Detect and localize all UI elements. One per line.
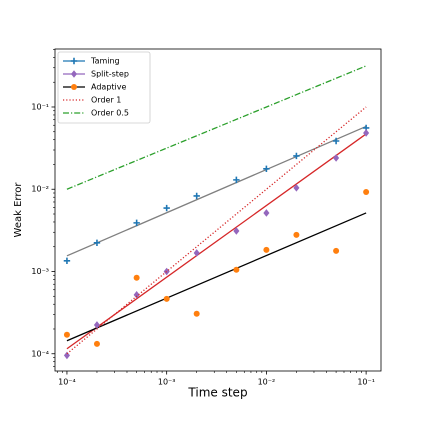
marker	[70, 70, 78, 78]
marker	[263, 246, 270, 253]
x-tick-label: 10⁻³	[158, 378, 176, 387]
marker	[193, 310, 200, 317]
x-tick-label: 10⁻⁴	[58, 378, 76, 387]
fit-line	[66, 212, 367, 342]
legend: Taming Split-step Adaptive Order 1 Order 0.5	[57, 51, 151, 124]
x-tick-label: 10⁻¹	[357, 378, 375, 387]
legend-label: Taming	[90, 57, 120, 66]
marker	[233, 176, 240, 184]
legend-box	[57, 51, 151, 124]
marker	[363, 188, 370, 195]
marker	[263, 209, 270, 217]
legend-label: Order 1	[91, 96, 121, 105]
marker	[163, 204, 170, 212]
marker	[63, 351, 70, 360]
marker	[63, 331, 70, 338]
marker	[233, 227, 240, 235]
marker	[332, 137, 340, 145]
marker	[133, 291, 140, 299]
x-axis-label: Time step	[187, 386, 247, 400]
marker	[233, 266, 240, 273]
marker	[193, 249, 200, 257]
legend-label: Order 0.5	[91, 109, 129, 118]
marker	[263, 165, 270, 173]
marker	[71, 84, 77, 90]
series-line	[66, 106, 367, 355]
marker	[133, 219, 140, 227]
marker	[363, 129, 370, 137]
marker	[133, 274, 140, 281]
marker	[293, 184, 300, 192]
legend-label: Split-step	[91, 70, 129, 79]
marker	[93, 340, 100, 347]
legend-label: Adaptive	[91, 83, 126, 92]
marker	[293, 152, 300, 160]
y-tick-label: 10⁻⁴	[31, 349, 49, 358]
marker	[333, 154, 340, 162]
marker	[93, 239, 101, 247]
marker	[163, 295, 170, 302]
y-tick-label: 10⁻¹	[31, 102, 49, 111]
marker	[63, 257, 71, 264]
y-axis-label: Weak Error	[13, 182, 24, 238]
marker	[193, 192, 200, 200]
y-tick-label: 10⁻²	[31, 185, 49, 194]
plot-frame	[54, 48, 382, 372]
marker	[293, 231, 300, 238]
marker	[70, 57, 78, 65]
marker	[93, 321, 101, 329]
x-tick-label: 10⁻²	[258, 378, 276, 387]
series-line	[66, 65, 367, 190]
marker	[333, 247, 340, 254]
y-tick-label: 10⁻³	[31, 267, 49, 276]
